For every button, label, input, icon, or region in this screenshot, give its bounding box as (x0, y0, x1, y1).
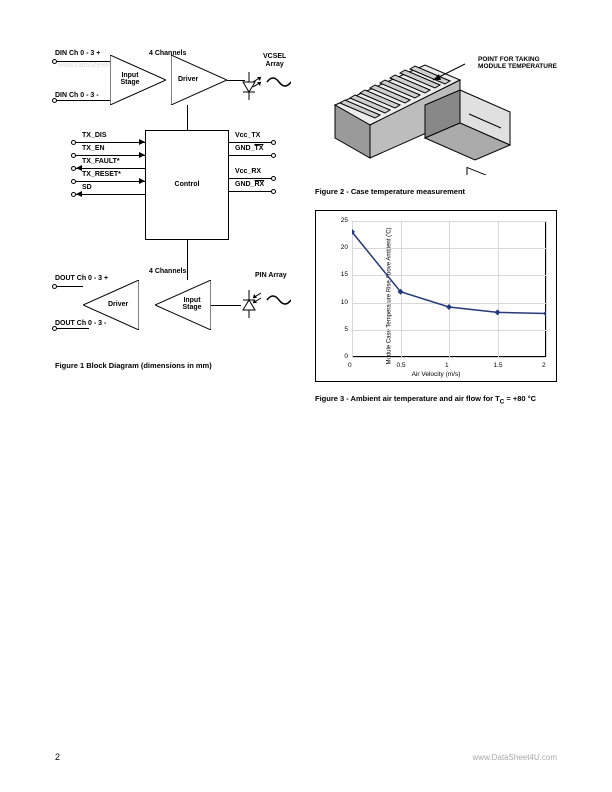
driver-label-top: Driver (178, 76, 198, 83)
sd-label: SD (82, 184, 92, 191)
figure2-connector: POINT FOR TAKING MODULE TEMPERATURE (315, 50, 557, 175)
chart-line (352, 221, 546, 357)
vcc-tx-label: Vcc_TX (235, 132, 260, 139)
chart-xtick: 0.5 (397, 362, 406, 369)
driver-label-bottom: Driver (108, 301, 128, 308)
chart-xlabel: Air Velocity (m/s) (412, 371, 461, 378)
figure3-chart: Module Case Temperature Rise Above Ambie… (315, 210, 557, 382)
chart-ytick: 0 (334, 353, 348, 360)
pin-array-label: PIN Array (255, 272, 287, 279)
channels-bottom-label: 4 Channels (149, 268, 186, 275)
figure2-caption: Figure 2 - Case temperature measurement (315, 187, 557, 196)
input-stage-label: InputStage (115, 72, 145, 86)
tx-dis-label: TX_DIS (82, 132, 107, 139)
gnd-rx-label: GND_RX (235, 181, 264, 188)
chart-xtick: 0 (348, 362, 352, 369)
figure1-caption: Figure 1 Block Diagram (dimensions in mm… (55, 361, 293, 370)
page-number: 2 (55, 752, 60, 762)
figure1-block-diagram: DIN Ch 0 - 3 + DIN Ch 0 - 3 - 4 Channels… (55, 50, 293, 355)
line-to-vcsel (227, 80, 245, 81)
vcsel-label: VCSELArray (263, 53, 286, 68)
vcc-rx-label: Vcc_RX (235, 168, 261, 175)
din-minus-label: DIN Ch 0 - 3 - (55, 92, 99, 99)
watermark-footer: www.DataSheet4U.com (473, 753, 557, 762)
gnd-tx-label: GND_TX (235, 145, 263, 152)
chart-ytick: 20 (334, 244, 348, 251)
connector-annotation: POINT FOR TAKING MODULE TEMPERATURE (478, 56, 557, 70)
chart-ytick: 25 (334, 217, 348, 224)
chart-ytick: 10 (334, 299, 348, 306)
chart-xtick: 1 (445, 362, 449, 369)
chart-xtick: 2 (542, 362, 546, 369)
control-box: Control (145, 130, 229, 240)
chart-ytick: 15 (334, 271, 348, 278)
tx-fault-label: TX_FAULT* (82, 158, 120, 165)
tx-en-label: TX_EN (82, 145, 105, 152)
figure3-caption: Figure 3 - Ambient air temperature and a… (315, 394, 557, 406)
input-stage-label-bottom: InputStage (177, 297, 207, 311)
pin-diode-icon (241, 290, 291, 324)
tx-reset-label: TX_RESET* (82, 171, 121, 178)
chart-xtick: 1.5 (494, 362, 503, 369)
din-plus-label: DIN Ch 0 - 3 + (55, 50, 100, 57)
chart-ytick: 5 (334, 326, 348, 333)
vcsel-diode-icon (241, 72, 291, 106)
